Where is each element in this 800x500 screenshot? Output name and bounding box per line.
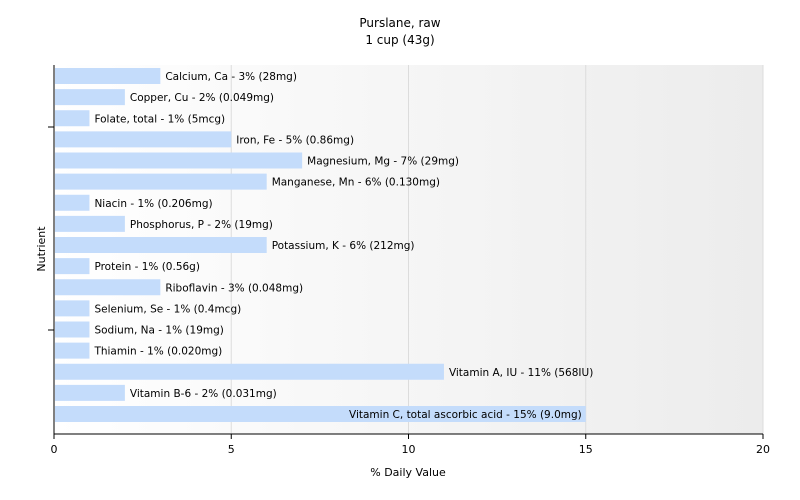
bar xyxy=(55,321,90,338)
bar-label: Calcium, Ca - 3% (28mg) xyxy=(165,71,297,83)
bar xyxy=(55,258,90,275)
bar-label: Thiamin - 1% (0.020mg) xyxy=(93,346,222,358)
bar xyxy=(55,110,90,127)
x-axis-title: % Daily Value xyxy=(370,466,446,479)
bar-label: Sodium, Na - 1% (19mg) xyxy=(94,325,223,337)
bar xyxy=(55,300,90,317)
bar xyxy=(55,363,444,380)
x-tick-label: 0 xyxy=(51,443,58,456)
x-tick-label: 20 xyxy=(756,443,770,456)
bar xyxy=(55,342,90,359)
bar xyxy=(55,173,267,190)
bar xyxy=(55,89,125,106)
bar xyxy=(55,68,161,84)
bar-label: Vitamin B-6 - 2% (0.031mg) xyxy=(130,388,277,400)
bar-label: Manganese, Mn - 6% (0.130mg) xyxy=(272,177,440,189)
bar-label: Potassium, K - 6% (212mg) xyxy=(272,240,415,252)
bar xyxy=(55,237,267,253)
bar xyxy=(55,406,586,422)
x-tick-label: 10 xyxy=(402,443,416,456)
bar xyxy=(55,131,232,148)
bar xyxy=(55,279,161,296)
bar-label: Selenium, Se - 1% (0.4mcg) xyxy=(94,303,241,315)
bar-label: Vitamin A, IU - 11% (568IU) xyxy=(449,367,593,379)
bar-label: Magnesium, Mg - 7% (29mg) xyxy=(307,156,459,168)
x-tick-label: 15 xyxy=(579,443,593,456)
bar-label: Phosphorus, P - 2% (19mg) xyxy=(130,219,273,231)
bar-label: Copper, Cu - 2% (0.049mg) xyxy=(130,92,274,104)
bar-label: Iron, Fe - 5% (0.86mg) xyxy=(236,134,354,146)
bar xyxy=(55,194,90,211)
bar xyxy=(55,215,125,232)
bar-labels: Calcium, Ca - 3% (28mg) Copper, Cu - 2% (… xyxy=(93,71,593,421)
bar-label: Vitamin C, total ascorbic acid - 15% (9.… xyxy=(349,409,582,421)
bar-label: Riboflavin - 3% (0.048mg) xyxy=(165,282,303,294)
x-tick-label: 5 xyxy=(228,443,235,456)
y-axis-title: Nutrient xyxy=(35,226,48,272)
bar xyxy=(55,152,303,169)
x-ticks: 0 5 10 15 20 xyxy=(51,434,770,456)
bars xyxy=(55,68,586,422)
chart-subtitle: 1 cup (43g) xyxy=(365,33,434,47)
bar xyxy=(55,384,125,401)
bar-label: Folate, total - 1% (5mcg) xyxy=(94,113,225,125)
chart-title: Purslane, raw xyxy=(359,16,440,30)
bar-label: Protein - 1% (0.56g) xyxy=(94,261,200,273)
bar-label: Niacin - 1% (0.206mg) xyxy=(94,198,212,210)
